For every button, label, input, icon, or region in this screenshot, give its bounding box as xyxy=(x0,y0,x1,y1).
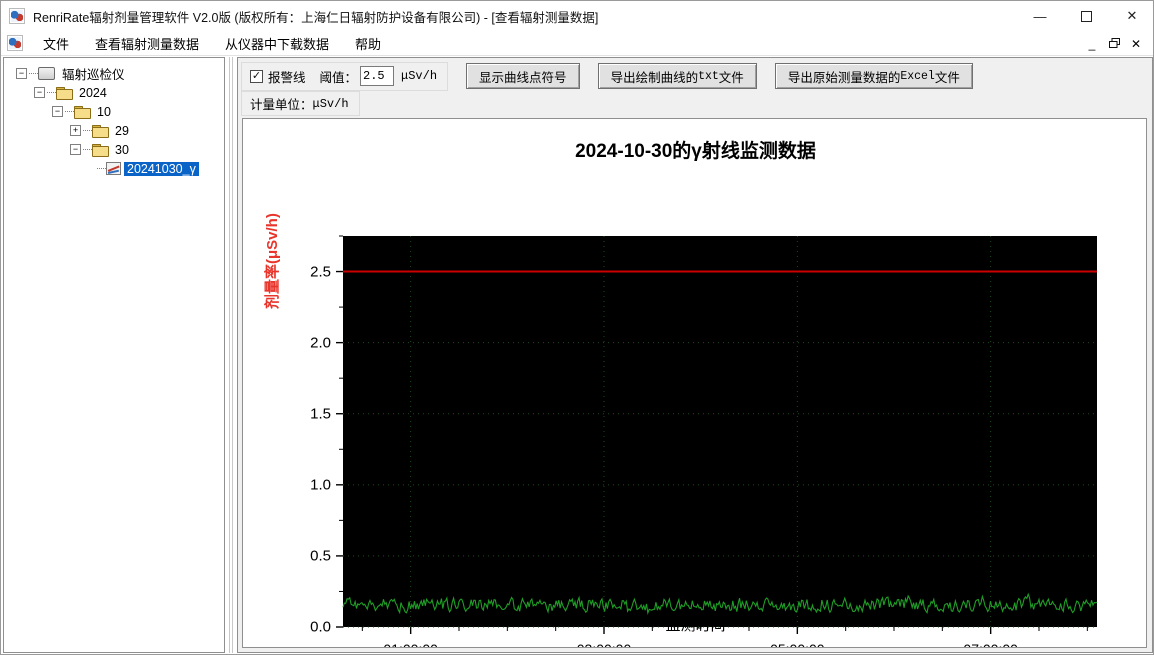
y-axis-tick-label: 1.0 xyxy=(310,476,331,494)
alarm-settings-group: ✓ 报警线 阈值： μSv/h xyxy=(241,61,449,91)
tree-node-label: 30 xyxy=(115,142,129,157)
tree-line xyxy=(65,111,74,112)
panel-splitter[interactable] xyxy=(227,57,235,653)
tree-expander-icon[interactable]: − xyxy=(52,106,63,117)
tree-expander-icon[interactable]: − xyxy=(34,87,45,98)
y-axis-tick-label: 2.5 xyxy=(310,263,331,281)
window-controls: — ✕ xyxy=(1017,1,1153,31)
mdi-close-button[interactable]: ✕ xyxy=(1130,36,1142,51)
measurement-unit-group: 计量单位： μSv/h xyxy=(241,91,360,116)
x-axis-tick-label: 05:00:00 xyxy=(737,641,857,647)
alarm-line-checkbox[interactable]: ✓ 报警线 xyxy=(250,67,306,86)
window-title: RenriRate辐射剂量管理软件 V2.0版 (版权所有：上海仁日辐射防护设备… xyxy=(33,10,599,25)
tree-node-29[interactable]: + 29 xyxy=(10,121,224,140)
x-axis-label: 监测时间 xyxy=(665,617,726,634)
tree-node-30[interactable]: − 30 xyxy=(10,140,224,159)
plot-background xyxy=(343,236,1097,627)
maximize-icon xyxy=(1080,10,1092,22)
tree-expander-icon[interactable]: + xyxy=(70,125,81,136)
y-axis-tick-label: 0.0 xyxy=(310,618,331,636)
y-axis-tick-label: 1.5 xyxy=(310,405,331,423)
export-txt-prefix: 导出绘制曲线的 xyxy=(610,70,699,85)
series-line-dose-rate xyxy=(342,592,1098,616)
device-tree: − 辐射巡检仪 − 2024 − 10 + 29 xyxy=(4,58,224,178)
chart-file-icon xyxy=(106,162,121,175)
title-bar: RenriRate辐射剂量管理软件 V2.0版 (版权所有：上海仁日辐射防护设备… xyxy=(1,1,1153,31)
y-axis-tick-label: 0.5 xyxy=(310,547,331,565)
x-axis-tick-label: 01:00:00 xyxy=(351,641,471,647)
measurement-unit-value: μSv/h xyxy=(312,96,349,111)
y-axis-tick-label: 2.0 xyxy=(310,334,331,352)
export-txt-suffix: 文件 xyxy=(718,70,744,85)
tree-node-label-selected: 20241030_γ xyxy=(124,161,199,176)
folder-icon xyxy=(74,105,91,119)
tree-node-label: 29 xyxy=(115,123,129,138)
export-excel-format: Excel xyxy=(900,69,935,83)
threshold-unit-label: μSv/h xyxy=(401,69,438,83)
tree-line xyxy=(47,92,56,93)
export-excel-prefix: 导出原始测量数据的 xyxy=(787,70,901,85)
tree-node-2024[interactable]: − 2024 xyxy=(10,83,224,102)
tree-line xyxy=(83,130,92,131)
plot-area: 0.0 0.5 1.0 1.5 2.0 2.5 01:00:00 03:00:00 05:00… xyxy=(243,119,1146,647)
alarm-line-label: 报警线 xyxy=(268,70,306,85)
mdi-restore-button[interactable] xyxy=(1103,34,1125,54)
tree-line xyxy=(29,73,38,74)
tree-node-10[interactable]: − 10 xyxy=(10,102,224,121)
folder-icon xyxy=(92,143,109,157)
tree-line xyxy=(97,168,106,169)
show-curve-point-symbols-button[interactable]: 显示曲线点符号 xyxy=(466,63,580,89)
tree-node-label: 2024 xyxy=(79,85,107,100)
y-axis-label: 剂量率(μSv/h) xyxy=(264,213,281,309)
mdi-app-logo-icon xyxy=(7,35,23,51)
chart-panel: 2024-10-30的γ射线监测数据 0.0 0.5 1.0 1.5 2.0 2.5 01… xyxy=(242,118,1147,648)
device-tree-panel[interactable]: − 辐射巡检仪 − 2024 − 10 + 29 xyxy=(3,57,225,653)
threshold-label: 阈值： xyxy=(319,70,358,85)
chart-title: 2024-10-30的γ射线监测数据 xyxy=(575,141,816,162)
tree-line xyxy=(83,149,92,150)
tree-expander-icon[interactable]: − xyxy=(16,68,27,79)
tree-node-root[interactable]: − 辐射巡检仪 xyxy=(10,64,224,83)
menu-bar: 文件 查看辐射测量数据 从仪器中下载数据 帮助 xyxy=(1,31,1153,56)
export-excel-button[interactable]: 导出原始测量数据的 Excel 文件 xyxy=(774,63,973,89)
plot-svg xyxy=(336,235,1098,634)
x-axis-tick-label: 07:00:00 xyxy=(931,641,1051,647)
mdi-window-controls: _ ✕ xyxy=(1081,31,1147,56)
tree-node-label: 辐射巡检仪 xyxy=(62,68,125,82)
app-logo-icon xyxy=(9,8,25,24)
threshold-input[interactable] xyxy=(360,66,395,86)
tree-node-dataset[interactable]: 20241030_γ xyxy=(10,159,224,178)
checkmark-icon: ✓ xyxy=(250,69,263,83)
close-button[interactable]: ✕ xyxy=(1126,8,1138,23)
export-txt-button[interactable]: 导出绘制曲线的 txt 文件 xyxy=(597,63,757,89)
folder-icon xyxy=(56,86,73,100)
menu-item-view-measurement-data[interactable]: 查看辐射测量数据 xyxy=(95,36,200,52)
menu-item-download-from-device[interactable]: 从仪器中下载数据 xyxy=(225,36,330,52)
maximize-button[interactable] xyxy=(1063,1,1109,31)
folder-icon xyxy=(92,124,109,138)
tree-node-label: 10 xyxy=(97,104,111,119)
measurement-unit-label: 计量单位： xyxy=(250,98,313,112)
minimize-button[interactable]: — xyxy=(1033,8,1047,24)
x-axis-tick-label: 03:00:00 xyxy=(544,641,664,647)
export-txt-format: txt xyxy=(698,69,719,83)
menu-item-help[interactable]: 帮助 xyxy=(355,36,382,52)
tree-expander-icon[interactable]: − xyxy=(70,144,81,155)
restore-icon xyxy=(1108,38,1120,48)
menu-item-file[interactable]: 文件 xyxy=(43,36,70,52)
mdi-minimize-button[interactable]: _ xyxy=(1088,36,1096,51)
device-icon xyxy=(38,67,55,80)
export-excel-suffix: 文件 xyxy=(934,70,960,85)
